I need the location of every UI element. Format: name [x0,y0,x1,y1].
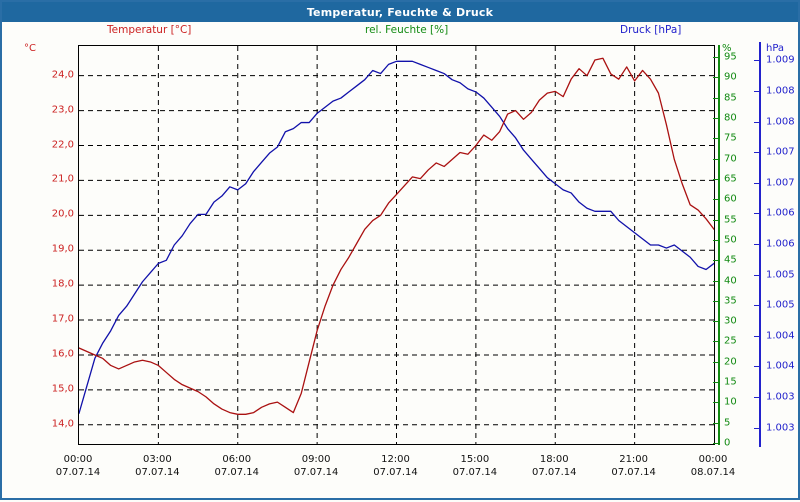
humidity-tick-label: 5 [724,417,731,429]
pressure-tick-label: 1.007 [766,146,795,158]
x-axis-time: 15:00 [460,454,490,465]
axis-unit-temperature: °C [24,43,36,54]
x-axis-tick-label: 00:00 07.07.14 [43,453,113,479]
pressure-tick-label: 1.003 [766,422,795,434]
series-line-pressure [79,60,714,415]
humidity-tick-label: 50 [724,234,737,246]
temperature-tick-label: 22,0 [51,139,74,150]
pressure-tick-label: 1.008 [766,85,795,97]
legend-label-pressure: Druck [hPa] [620,24,682,36]
pressure-tick-label: 1.004 [766,360,795,372]
humidity-tick-label: 85 [724,92,737,104]
x-axis-tick-label: 15:00 07.07.14 [440,453,510,479]
temperature-tick-label: 16,0 [51,348,74,360]
legend-item-pressure: Druck [hPa] [620,24,681,36]
temperature-tick-label: 23,0 [51,104,74,116]
x-axis-date: 07.07.14 [293,467,339,478]
humidity-tick-label: 0 [724,437,731,449]
temperature-tick-label: 14,0 [51,418,74,430]
chart-canvas [79,46,714,444]
humidity-tick-label: 20 [724,356,737,368]
humidity-tick-label: 80 [724,112,737,124]
temperature-tick-label: 21,0 [51,173,74,185]
x-axis-date: 07.07.14 [611,467,656,478]
window-title-bar: Temperatur, Feuchte & Druck [2,2,798,22]
x-axis-tick-label: 09:00 07.07.14 [281,453,351,479]
humidity-tick-label: 45 [724,254,737,266]
humidity-axis-spine [718,45,720,445]
legend-label-humidity: rel. Feuchte [%] [365,24,449,36]
x-axis-tick-label: 12:00 07.07.14 [361,453,431,479]
x-axis-date: 08.07.14 [690,467,736,478]
legend-label-temperature: Temperatur [°C] [107,24,192,36]
pressure-tick-label: 1.005 [766,269,795,281]
pressure-tick-label: 1.003 [766,391,795,403]
humidity-tick-label: 25 [724,335,737,347]
plot-area [78,45,715,445]
temperature-tick-label: 15,0 [51,383,74,395]
pressure-tick-label: 1.006 [766,238,795,250]
axis-unit-humidity: % [722,43,732,54]
x-axis-date: 07.07.14 [135,467,180,478]
x-axis-tick-label: 06:00 07.07.14 [202,453,272,479]
legend-item-temperature: Temperatur [°C] [107,24,191,36]
x-axis-tick-label: 21:00 07.07.14 [599,453,669,479]
humidity-tick-label: 35 [724,295,737,307]
humidity-tick-label: 75 [724,132,737,144]
x-axis-date: 07.07.14 [55,467,101,478]
x-axis-time: 09:00 [301,454,331,465]
x-axis-time: 06:00 [222,454,252,465]
x-axis-tick-label: 00:00 08.07.14 [678,453,748,479]
x-axis-date: 07.07.14 [531,467,577,478]
pressure-tick-label: 1.008 [766,116,795,128]
pressure-tick-label: 1.005 [766,299,795,311]
temperature-tick-label: 18,0 [51,278,74,290]
humidity-tick-label: 15 [724,376,737,388]
series-line-temperature [79,57,714,415]
x-axis-date: 07.07.14 [214,467,260,478]
humidity-tick-label: 90 [724,71,737,83]
humidity-tick-label: 65 [724,173,737,185]
humidity-tick-label: 60 [724,193,737,205]
window-title: Temperatur, Feuchte & Druck [306,5,494,19]
humidity-tick-label: 10 [724,396,737,408]
pressure-axis-spine [759,42,761,447]
x-axis-time: 00:00 [698,454,728,465]
x-axis-date: 07.07.14 [373,467,418,478]
temperature-tick-label: 19,0 [51,243,74,255]
temperature-tick-label: 17,0 [51,313,74,325]
x-axis-time: 21:00 [619,454,649,465]
x-axis-date: 07.07.14 [452,467,498,478]
x-axis-time: 00:00 [63,454,93,465]
humidity-tick-label: 40 [724,275,737,287]
temperature-tick-label: 20,0 [51,208,74,220]
humidity-tick-label: 30 [724,315,737,327]
x-axis-time: 12:00 [381,454,410,465]
x-axis-time: 18:00 [539,454,569,465]
legend-item-humidity: rel. Feuchte [%] [365,24,448,36]
axis-unit-pressure: hPa [766,43,785,54]
humidity-tick-label: 70 [724,153,737,165]
x-axis-time: 03:00 [142,454,172,465]
pressure-tick-label: 1.009 [766,54,795,66]
pressure-tick-label: 1.007 [766,177,795,189]
humidity-tick-label: 55 [724,214,737,226]
x-axis-tick-label: 18:00 07.07.14 [519,453,589,479]
x-axis-tick-label: 03:00 07.07.14 [122,453,192,479]
pressure-tick-label: 1.006 [766,207,795,219]
pressure-tick-label: 1.004 [766,330,795,342]
temperature-tick-label: 24,0 [51,69,74,81]
